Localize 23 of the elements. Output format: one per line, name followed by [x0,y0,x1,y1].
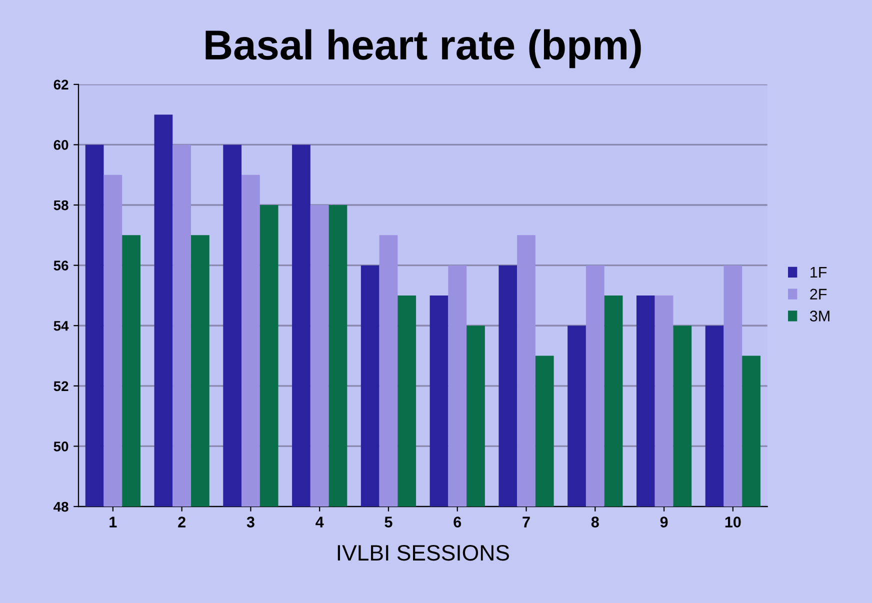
y-tick-label: 62 [54,80,68,90]
x-axis-title: IVLBI SESSIONS [338,544,509,561]
x-tick-label: 2 [178,516,186,528]
x-tick-label: 3 [246,516,254,528]
y-tick-label: 56 [54,260,68,270]
y-tick-label: 50 [54,442,68,452]
x-tick-label: 5 [384,516,392,528]
y-tick-label: 54 [54,321,69,331]
y-tick-label: 58 [54,200,68,210]
x-tick-label: 7 [522,516,530,528]
x-tick-label: 8 [591,516,599,528]
chart-title: Basal heart rate (bpm) [206,29,641,68]
x-tick-label: 10 [725,516,741,528]
y-tick-label: 52 [54,381,68,392]
legend-label: 2F [810,288,827,300]
y-tick-label: 48 [54,502,68,512]
y-tick-label: 60 [54,140,68,150]
x-tick-label: 1 [110,516,117,528]
x-tick-label: 4 [316,516,324,528]
x-tick-label: 6 [454,516,462,528]
legend-label: 3M [810,310,830,322]
x-tick-label: 9 [660,516,668,528]
legend-label: 1F [810,267,827,278]
